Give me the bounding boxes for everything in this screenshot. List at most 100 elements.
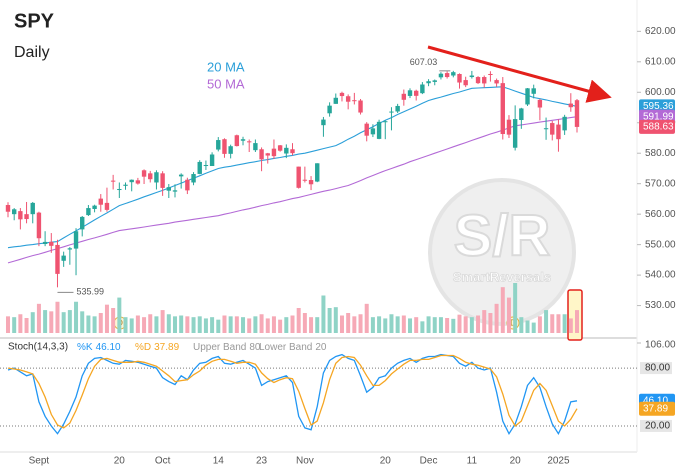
- candle-body: [42, 241, 48, 245]
- candle-body: [129, 179, 134, 183]
- candle-body: [543, 128, 549, 130]
- candle-body: [216, 140, 221, 150]
- candle-body: [67, 248, 73, 250]
- candle-body: [389, 111, 394, 113]
- volume-bar: [228, 316, 233, 333]
- volume-bar: [117, 297, 122, 333]
- candle-body: [556, 124, 561, 140]
- candle-body: [247, 141, 252, 143]
- volume-bar: [377, 316, 382, 333]
- candle-body: [154, 172, 159, 183]
- volume-bar: [321, 295, 326, 333]
- candle-body: [240, 139, 246, 141]
- volume-bar: [234, 316, 239, 333]
- x-tick-label: Oct: [155, 456, 171, 467]
- volume-bar: [488, 313, 493, 333]
- legend-entry: %K 46.10: [77, 342, 121, 353]
- volume-bar: [86, 315, 91, 333]
- volume-bar: [395, 316, 400, 333]
- volume-bar: [259, 314, 264, 333]
- volume-bar: [339, 315, 344, 333]
- candle-body: [271, 148, 277, 157]
- candle-body: [5, 205, 11, 212]
- volume-bar: [24, 318, 29, 333]
- volume-bar: [203, 318, 208, 333]
- volume-bar: [179, 315, 184, 333]
- chart-subtitle: Daily: [14, 44, 50, 61]
- volume-bar: [278, 319, 283, 333]
- candle-body: [364, 123, 369, 136]
- value-box-label: 591.99: [643, 111, 674, 122]
- volume-bar: [210, 317, 215, 333]
- y-tick-label: 106.00: [645, 340, 676, 351]
- legend-name: %K: [77, 342, 93, 353]
- volume-bar: [148, 314, 153, 333]
- y-tick-label: 600.00: [645, 87, 676, 98]
- volume-bar: [61, 312, 66, 333]
- volume-bar: [241, 317, 246, 333]
- volume-bar: [420, 321, 425, 333]
- high-annotation: 607.03: [410, 57, 438, 67]
- volume-bar: [457, 314, 462, 333]
- volume-bar: [129, 318, 134, 333]
- value-box-label: 37.89: [643, 403, 668, 414]
- candle-body: [370, 128, 376, 135]
- volume-bar: [432, 317, 437, 333]
- volume-bar: [476, 315, 481, 333]
- volume-bar: [482, 310, 487, 333]
- candle-body: [426, 81, 431, 84]
- volume-bar: [253, 316, 258, 333]
- volume-bar: [30, 312, 35, 333]
- value-box-label: 588.63: [643, 122, 674, 133]
- candle-body: [49, 241, 54, 246]
- candle-body: [500, 83, 505, 135]
- volume-bar: [284, 317, 289, 333]
- watermark-logo: S/R: [454, 203, 551, 268]
- volume-bar: [111, 308, 116, 333]
- candle-body: [92, 205, 97, 209]
- volume-bar: [327, 308, 332, 333]
- candle-body: [166, 187, 172, 191]
- legend-entry: %D 37.89: [135, 342, 180, 353]
- volume-bar: [451, 318, 456, 333]
- candle-body: [178, 174, 184, 177]
- volume-bar: [531, 322, 536, 333]
- x-tick-label: 23: [256, 456, 268, 467]
- candle-body: [253, 143, 258, 151]
- volume-bar: [290, 315, 295, 333]
- candle-body: [376, 121, 382, 139]
- low-annotation: 535.99: [76, 287, 104, 297]
- candle-body: [420, 84, 425, 94]
- legend-value: 46.10: [96, 342, 121, 353]
- candle-body: [512, 119, 518, 148]
- candle-body: [36, 212, 42, 239]
- candle-body: [61, 255, 66, 261]
- volume-bar: [463, 316, 468, 333]
- stoch-line: [7, 354, 578, 429]
- ma-line: [7, 86, 578, 249]
- volume-bar: [104, 304, 109, 333]
- candle-body: [562, 116, 567, 131]
- candle-body: [185, 179, 190, 191]
- y-tick-label: 540.00: [645, 270, 676, 281]
- candle-body: [11, 209, 17, 215]
- x-tick-label: Nov: [296, 456, 314, 467]
- candle-body: [209, 154, 215, 167]
- candle-body: [574, 100, 580, 127]
- volume-bar: [172, 316, 177, 333]
- legend-name: %D: [135, 342, 151, 353]
- candle-body: [73, 231, 79, 249]
- candle-body: [550, 123, 555, 135]
- svg-text:D: D: [510, 319, 516, 328]
- candle-body: [494, 80, 499, 84]
- band-label-box: [640, 362, 672, 375]
- candle-body: [30, 202, 35, 215]
- candle-body: [284, 147, 289, 154]
- candle-body: [141, 170, 147, 177]
- candle-body: [104, 202, 110, 210]
- candle-body: [451, 72, 456, 76]
- volume-bar: [315, 317, 320, 333]
- value-box: [639, 401, 675, 416]
- volume-bar: [556, 314, 561, 333]
- candle-body: [352, 100, 357, 102]
